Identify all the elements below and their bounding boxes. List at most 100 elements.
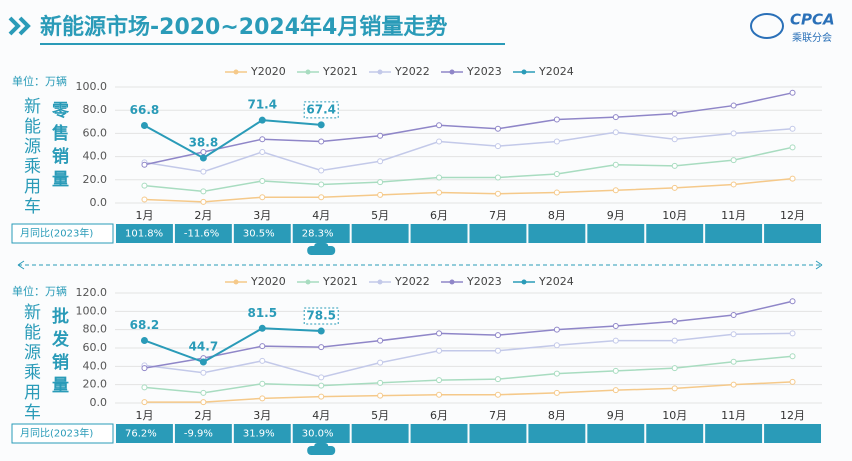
point: [789, 378, 796, 385]
point: [612, 337, 619, 344]
yoy-cell: [705, 424, 763, 443]
point: [612, 129, 619, 136]
legend-marker: [521, 69, 527, 75]
point: [553, 138, 560, 145]
yoy-cell: [174, 424, 232, 443]
y-tick-label: 60.0: [83, 126, 108, 139]
series-line: [144, 332, 793, 379]
point: [553, 189, 560, 196]
data-label: 67.4: [306, 102, 336, 116]
legend-label: Y2022: [394, 65, 430, 78]
point: [259, 177, 266, 184]
point: [377, 392, 384, 399]
x-tick-label: 2月: [194, 409, 212, 422]
chart-label: 批发销量: [48, 306, 70, 399]
x-tick-label: 8月: [548, 209, 566, 222]
y-tick-label: 100.0: [76, 304, 108, 317]
legend-label: Y2023: [466, 275, 502, 288]
yoy-value: 30.0%: [302, 429, 334, 440]
yoy-cell: [705, 224, 763, 243]
point: [259, 194, 266, 201]
point: [377, 158, 384, 165]
legend-marker: [305, 69, 311, 75]
car-roof: [314, 443, 329, 449]
point: [494, 347, 501, 354]
point: [377, 132, 384, 139]
point: [317, 121, 325, 129]
point: [141, 384, 148, 391]
legend-label: Y2023: [466, 65, 502, 78]
divider-arrows: [17, 260, 823, 270]
legend-label: Y2020: [250, 275, 286, 288]
yoy-title-cell: [11, 223, 114, 244]
label-box: [303, 307, 339, 325]
x-tick-label: 11月: [721, 209, 746, 222]
x-tick-label: 4月: [312, 209, 330, 222]
point: [258, 116, 266, 124]
x-tick-label: 2月: [194, 209, 212, 222]
point: [318, 194, 325, 201]
point: [612, 387, 619, 394]
y-tick-label: 80.0: [83, 103, 108, 116]
point: [789, 89, 796, 96]
point: [730, 157, 737, 164]
yoy-value: 76.2%: [125, 429, 157, 440]
point: [436, 330, 443, 337]
yoy-cell: [528, 224, 586, 243]
point: [318, 382, 325, 389]
point: [789, 125, 796, 132]
point: [377, 379, 384, 386]
y-tick-label: 100.0: [76, 80, 108, 93]
yoy-cell: [410, 224, 468, 243]
point: [377, 359, 384, 366]
data-label: 38.8: [189, 135, 219, 149]
point: [789, 330, 796, 337]
point: [200, 399, 207, 406]
point: [200, 168, 207, 175]
point: [553, 171, 560, 177]
yoy-cell: [764, 424, 821, 443]
series-line: [144, 177, 793, 203]
yoy-cell: [469, 424, 527, 443]
point: [671, 184, 678, 191]
data-label: 81.5: [247, 306, 277, 320]
point: [318, 138, 325, 145]
yoy-value: -11.6%: [184, 229, 219, 240]
point: [671, 136, 678, 143]
yoy-cell: [469, 224, 527, 243]
point: [259, 148, 266, 155]
legend-label: Y2020: [250, 65, 286, 78]
point: [200, 198, 207, 205]
yoy-cell: [351, 224, 409, 243]
point: [612, 161, 619, 168]
point: [612, 187, 619, 194]
point: [200, 389, 207, 396]
point: [199, 154, 207, 162]
side-label: 新能源乘用车: [20, 303, 41, 423]
car-icon: [307, 446, 336, 455]
yoy-cell: [174, 224, 232, 243]
x-tick-label: 12月: [780, 209, 805, 222]
yoy-cell: [233, 224, 291, 243]
point: [730, 181, 737, 188]
point: [141, 399, 148, 406]
y-tick-label: 80.0: [83, 323, 108, 336]
yoy-value: 30.5%: [243, 229, 275, 240]
series-line: [144, 355, 793, 394]
point: [436, 377, 443, 384]
point: [553, 389, 560, 396]
x-tick-label: 7月: [489, 209, 507, 222]
point: [318, 181, 325, 188]
legend-label: Y2024: [538, 65, 574, 78]
yoy-cell: [764, 224, 821, 243]
yoy-title-cell: [11, 423, 114, 444]
car-roof: [314, 243, 329, 249]
y-tick-label: 0.0: [90, 396, 108, 409]
yoy-cell: [587, 424, 645, 443]
yoy-cell: [292, 424, 350, 443]
point: [671, 110, 678, 117]
y-tick-label: 40.0: [83, 359, 108, 372]
yoy-value: 31.9%: [243, 429, 275, 440]
point: [200, 148, 207, 155]
legend-label: Y2022: [394, 275, 430, 288]
